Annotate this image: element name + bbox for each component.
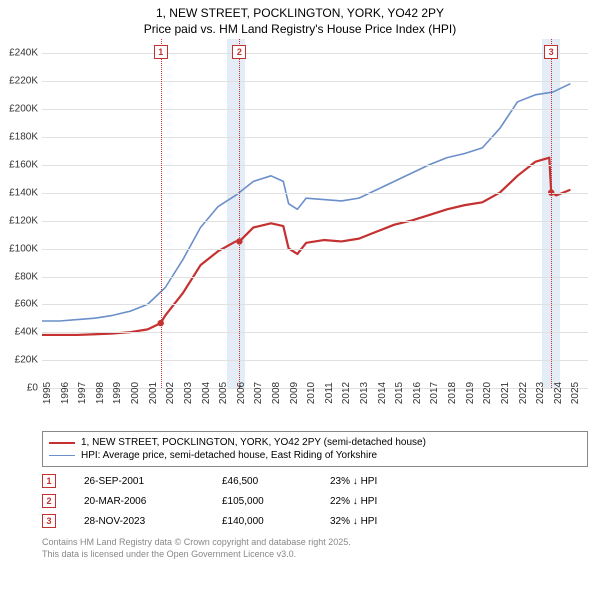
gridline	[42, 165, 588, 166]
legend-row: HPI: Average price, semi-detached house,…	[49, 449, 581, 462]
series-line	[42, 158, 570, 335]
gridline	[42, 109, 588, 110]
x-axis-label: 2023	[535, 382, 546, 404]
x-axis-label: 2003	[183, 382, 194, 404]
x-axis-label: 2006	[236, 382, 247, 404]
title-line1: 1, NEW STREET, POCKLINGTON, YORK, YO42 2…	[0, 6, 600, 22]
marker-table-row: 3 28-NOV-2023 £140,000 32% ↓ HPI	[42, 511, 588, 531]
x-axis-label: 2011	[324, 382, 335, 404]
x-axis-label: 2007	[253, 382, 264, 404]
y-axis-label: £100K	[0, 243, 38, 254]
gridline	[42, 137, 588, 138]
x-axis-label: 2001	[148, 382, 159, 404]
marker-line	[239, 39, 240, 388]
x-axis-label: 2025	[570, 382, 581, 404]
marker-box: 3	[544, 45, 558, 59]
marker-date: 28-NOV-2023	[84, 516, 194, 527]
marker-box: 1	[154, 45, 168, 59]
x-axis-label: 2021	[500, 382, 511, 404]
x-axis-label: 1999	[112, 382, 123, 404]
x-axis-label: 2016	[412, 382, 423, 404]
attribution-line1: Contains HM Land Registry data © Crown c…	[42, 537, 588, 549]
gridline	[42, 249, 588, 250]
chart-plot-area: £0£20K£40K£60K£80K£100K£120K£140K£160K£1…	[42, 39, 588, 389]
marker-table-row: 2 20-MAR-2006 £105,000 22% ↓ HPI	[42, 491, 588, 511]
y-axis-label: £180K	[0, 131, 38, 142]
gridline	[42, 332, 588, 333]
legend-label: HPI: Average price, semi-detached house,…	[81, 450, 377, 461]
gridline	[42, 193, 588, 194]
x-axis-label: 1997	[77, 382, 88, 404]
x-axis-label: 2020	[482, 382, 493, 404]
attribution-line2: This data is licensed under the Open Gov…	[42, 549, 588, 561]
marker-id-box: 3	[42, 514, 56, 528]
marker-date: 26-SEP-2001	[84, 476, 194, 487]
x-axis-label: 1996	[60, 382, 71, 404]
x-axis-label: 2000	[130, 382, 141, 404]
x-axis-label: 2024	[553, 382, 564, 404]
x-axis-label: 1998	[95, 382, 106, 404]
marker-price: £140,000	[222, 516, 302, 527]
x-axis-label: 2005	[218, 382, 229, 404]
x-axis-label: 1995	[42, 382, 53, 404]
y-axis-label: £140K	[0, 187, 38, 198]
chart-lines	[42, 39, 588, 388]
x-axis-label: 2008	[271, 382, 282, 404]
marker-id-box: 2	[42, 494, 56, 508]
y-axis-label: £40K	[0, 327, 38, 338]
x-axis-label: 2013	[359, 382, 370, 404]
x-axis-label: 2015	[394, 382, 405, 404]
marker-id-box: 1	[42, 474, 56, 488]
marker-line	[551, 39, 552, 388]
series-line	[42, 84, 570, 321]
x-axis-label: 2019	[465, 382, 476, 404]
marker-diff: 22% ↓ HPI	[330, 496, 377, 507]
gridline	[42, 53, 588, 54]
marker-table-row: 1 26-SEP-2001 £46,500 23% ↓ HPI	[42, 471, 588, 491]
x-axis-label: 2002	[165, 382, 176, 404]
y-axis-label: £200K	[0, 103, 38, 114]
gridline	[42, 277, 588, 278]
x-axis-label: 2009	[289, 382, 300, 404]
y-axis-label: £240K	[0, 48, 38, 59]
x-axis-label: 2010	[306, 382, 317, 404]
legend-label: 1, NEW STREET, POCKLINGTON, YORK, YO42 2…	[81, 437, 426, 448]
x-axis-label: 2012	[341, 382, 352, 404]
title-line2: Price paid vs. HM Land Registry's House …	[0, 22, 600, 38]
marker-date: 20-MAR-2006	[84, 496, 194, 507]
chart-title: 1, NEW STREET, POCKLINGTON, YORK, YO42 2…	[0, 0, 600, 39]
y-axis-label: £0	[0, 383, 38, 394]
attribution: Contains HM Land Registry data © Crown c…	[42, 537, 588, 560]
marker-diff: 32% ↓ HPI	[330, 516, 377, 527]
marker-diff: 23% ↓ HPI	[330, 476, 377, 487]
x-axis-label: 2014	[377, 382, 388, 404]
x-axis-label: 2018	[447, 382, 458, 404]
y-axis-label: £20K	[0, 355, 38, 366]
marker-box: 2	[232, 45, 246, 59]
x-axis-ticks: 1995199619971998199920002001200220032004…	[42, 389, 588, 425]
y-axis-label: £80K	[0, 271, 38, 282]
gridline	[42, 81, 588, 82]
legend-row: 1, NEW STREET, POCKLINGTON, YORK, YO42 2…	[49, 436, 581, 449]
legend-swatch	[49, 455, 75, 456]
x-axis-label: 2004	[201, 382, 212, 404]
gridline	[42, 304, 588, 305]
marker-line	[161, 39, 162, 388]
legend-swatch	[49, 442, 75, 444]
x-axis-label: 2017	[429, 382, 440, 404]
y-axis-label: £120K	[0, 215, 38, 226]
marker-price: £105,000	[222, 496, 302, 507]
marker-price: £46,500	[222, 476, 302, 487]
marker-table: 1 26-SEP-2001 £46,500 23% ↓ HPI 2 20-MAR-2006…	[42, 471, 588, 531]
chart-legend: 1, NEW STREET, POCKLINGTON, YORK, YO42 2…	[42, 431, 588, 467]
gridline	[42, 221, 588, 222]
y-axis-label: £220K	[0, 76, 38, 87]
y-axis-label: £160K	[0, 159, 38, 170]
y-axis-label: £60K	[0, 299, 38, 310]
x-axis-label: 2022	[518, 382, 529, 404]
gridline	[42, 360, 588, 361]
